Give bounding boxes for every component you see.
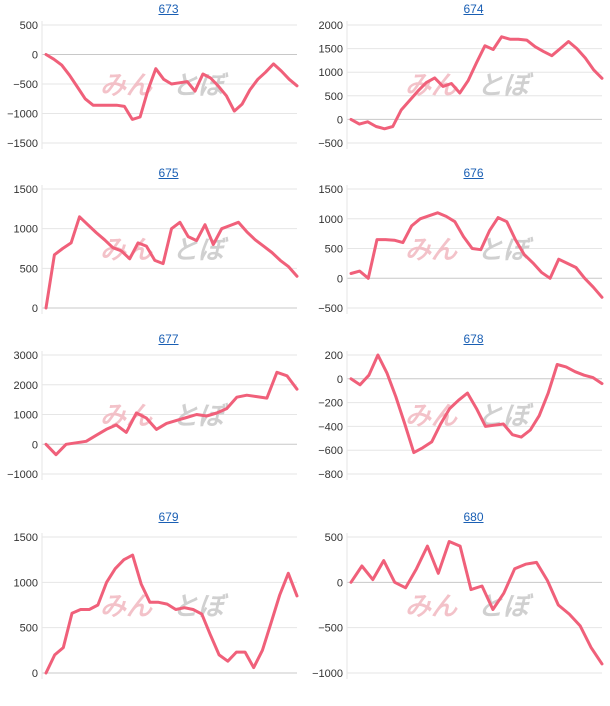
y-tick-label: −500 <box>318 623 343 635</box>
chart-title-link[interactable]: 679 <box>158 510 179 524</box>
watermark-logo: みん とぼ <box>405 70 534 100</box>
y-tick-label: −800 <box>318 469 343 481</box>
y-tick-label: 0 <box>32 668 38 680</box>
watermark-text-left: みん <box>100 591 153 621</box>
chart-panel-677: 677 3000 2000 1000 0 −1000 みん とぼ <box>7 332 299 481</box>
y-tick-label: 500 <box>20 623 38 635</box>
chart-title-link[interactable]: 673 <box>158 2 179 16</box>
watermark-text-left: みん <box>405 401 458 431</box>
watermark-logo: みん とぼ <box>405 591 534 621</box>
y-tick-label: −500 <box>13 79 38 91</box>
watermark-logo: みん とぼ <box>100 591 229 621</box>
y-tick-label: 500 <box>325 532 343 544</box>
y-tick-label: −200 <box>318 398 343 410</box>
chart-panel-680: 680 500 0 −500 −1000 みん とぼ <box>305 0 610 706</box>
series-line <box>349 540 604 666</box>
watermark-text-right: とぼ <box>172 235 229 265</box>
chart-panel-674: 674 2000 1500 1000 500 0 −500 みん とぼ <box>305 0 610 706</box>
y-tick-label: 3000 <box>14 350 38 362</box>
chart-panel-675: 675 1500 1000 500 0 みん とぼ <box>14 166 299 315</box>
y-tick-label: −1000 <box>312 668 343 680</box>
chart-title-link[interactable]: 678 <box>463 332 484 346</box>
series-line <box>349 211 604 299</box>
watermark-logo: みん とぼ <box>100 401 229 431</box>
y-tick-label: 500 <box>20 263 38 275</box>
watermark-logo: みん とぼ <box>100 235 229 265</box>
watermark-text-left: みん <box>100 70 153 100</box>
y-tick-label: 1500 <box>319 44 343 56</box>
y-tick-label: −1000 <box>7 109 38 121</box>
series-line <box>349 35 604 131</box>
y-tick-label: −600 <box>318 445 343 457</box>
line-chart-675: 1500 1000 500 0 みん とぼ <box>14 184 299 315</box>
y-tick-label: 0 <box>32 50 38 62</box>
y-tick-label: 500 <box>20 20 38 32</box>
watermark-text-right: とぼ <box>477 70 534 100</box>
chart-title-link[interactable]: 675 <box>158 166 179 180</box>
y-tick-label: −500 <box>318 303 343 315</box>
series-line <box>44 215 299 310</box>
y-tick-label: 0 <box>337 374 343 386</box>
y-tick-label: 500 <box>325 91 343 103</box>
line-chart-677: 3000 2000 1000 0 −1000 みん とぼ <box>7 350 299 481</box>
line-chart-679: 1500 1000 500 0 みん とぼ <box>14 532 299 680</box>
y-tick-label: −400 <box>318 421 343 433</box>
y-tick-label: 2000 <box>14 380 38 392</box>
chart-title-link[interactable]: 680 <box>463 510 484 524</box>
y-tick-label: 1500 <box>14 532 38 544</box>
chart-panel-676: 676 1500 1000 500 0 −500 みん とぼ <box>305 0 610 706</box>
y-tick-label: 0 <box>337 273 343 285</box>
y-tick-label: 500 <box>325 244 343 256</box>
watermark-text-left: みん <box>405 235 458 265</box>
y-tick-label: 1000 <box>319 214 343 226</box>
chart-panel-673: 673 500 0 −500 −1000 −1500 みん とぼ <box>7 2 299 150</box>
watermark-text-right: とぼ <box>172 591 229 621</box>
y-tick-label: 1500 <box>14 184 38 196</box>
watermark-text-left: みん <box>100 235 153 265</box>
chart-title-link[interactable]: 677 <box>158 332 179 346</box>
y-tick-label: 0 <box>32 439 38 451</box>
y-tick-label: −1000 <box>7 469 38 481</box>
series-line <box>44 370 299 457</box>
chart-title-link[interactable]: 674 <box>463 2 484 16</box>
y-tick-label: −1500 <box>7 138 38 150</box>
watermark-logo: みん とぼ <box>100 70 229 100</box>
series-line <box>44 53 299 121</box>
line-chart-674: 2000 1500 1000 500 0 −500 みん とぼ <box>318 20 604 150</box>
y-tick-label: 1000 <box>319 67 343 79</box>
line-chart-673: 500 0 −500 −1000 −1500 みん とぼ <box>7 20 299 150</box>
y-tick-label: 0 <box>337 577 343 589</box>
chart-panel-678: 678 200 0 −200 −400 −600 −800 みん とぼ <box>305 0 610 706</box>
series-line <box>349 353 604 455</box>
y-tick-label: −500 <box>318 138 343 150</box>
line-chart-680: 500 0 −500 −1000 みん とぼ <box>312 532 604 680</box>
y-tick-label: 0 <box>337 114 343 126</box>
watermark-text-right: とぼ <box>172 70 229 100</box>
y-tick-label: 1000 <box>14 410 38 422</box>
series-line <box>44 553 299 675</box>
chart-panel-679: 679 1500 1000 500 0 みん とぼ <box>14 510 299 680</box>
watermark-text-left: みん <box>405 591 458 621</box>
y-tick-label: 1000 <box>14 577 38 589</box>
y-tick-label: 0 <box>32 303 38 315</box>
chart-title-link[interactable]: 676 <box>463 166 484 180</box>
y-tick-label: 1500 <box>319 184 343 196</box>
y-tick-label: 200 <box>325 350 343 362</box>
y-tick-label: 2000 <box>319 20 343 32</box>
y-tick-label: 1000 <box>14 224 38 236</box>
